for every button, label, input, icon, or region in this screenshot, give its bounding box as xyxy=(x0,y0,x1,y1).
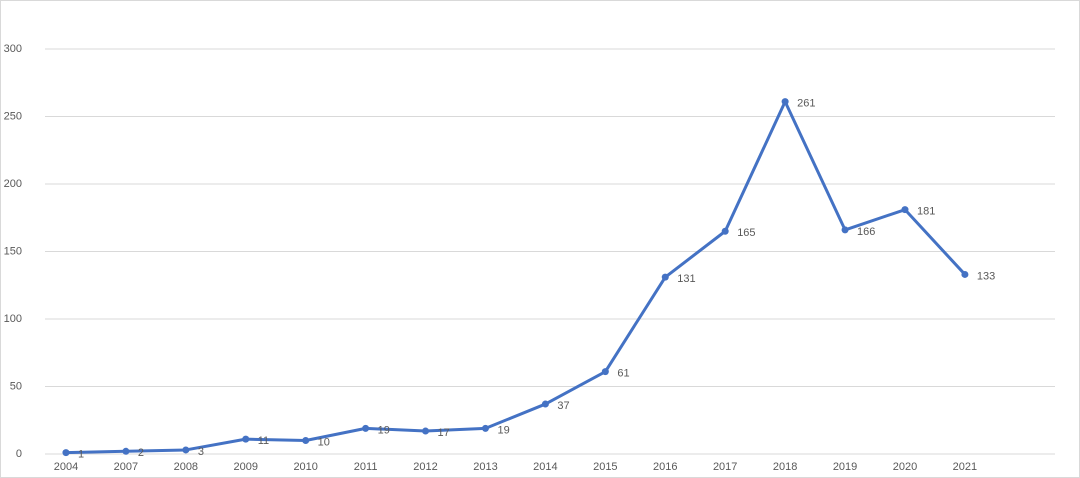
data-label: 37 xyxy=(557,400,569,412)
x-tick-label: 2016 xyxy=(653,461,677,473)
data-label: 10 xyxy=(318,436,330,448)
y-tick-label: 150 xyxy=(4,245,22,257)
data-label: 1 xyxy=(78,449,84,461)
data-point xyxy=(62,449,70,457)
y-tick-label: 200 xyxy=(4,178,22,190)
data-point xyxy=(422,427,430,435)
data-point xyxy=(122,447,130,455)
data-label: 3 xyxy=(198,446,204,458)
x-tick-label: 2018 xyxy=(773,461,797,473)
data-point xyxy=(901,206,909,214)
x-tick-label: 2014 xyxy=(533,461,557,473)
data-point xyxy=(481,424,489,432)
y-tick-label: 100 xyxy=(4,313,22,325)
y-tick-label: 250 xyxy=(4,110,22,122)
data-label: 19 xyxy=(497,424,509,436)
data-point xyxy=(182,446,190,454)
data-point xyxy=(721,227,729,235)
data-point xyxy=(362,424,370,432)
data-point xyxy=(841,226,849,234)
y-tick-label: 300 xyxy=(4,43,22,55)
data-label: 131 xyxy=(677,273,695,285)
data-label: 61 xyxy=(617,368,629,380)
data-point xyxy=(961,270,969,278)
x-tick-label: 2019 xyxy=(833,461,857,473)
x-tick-label: 2007 xyxy=(114,461,138,473)
x-tick-label: 2008 xyxy=(174,461,198,473)
x-tick-label: 2011 xyxy=(354,461,378,473)
data-point xyxy=(781,98,789,106)
x-tick-label: 2017 xyxy=(713,461,737,473)
data-label: 2 xyxy=(138,447,144,459)
x-tick-label: 2004 xyxy=(54,461,78,473)
data-point xyxy=(242,435,250,443)
data-point xyxy=(541,400,549,408)
x-tick-label: 2015 xyxy=(593,461,617,473)
x-tick-label: 2012 xyxy=(413,461,437,473)
y-tick-label: 0 xyxy=(16,448,22,460)
data-label: 133 xyxy=(977,270,995,282)
y-tick-label: 50 xyxy=(10,380,22,392)
data-label: 261 xyxy=(797,98,815,110)
x-tick-label: 2021 xyxy=(953,461,977,473)
data-point xyxy=(661,273,669,281)
x-tick-label: 2020 xyxy=(893,461,917,473)
x-tick-label: 2009 xyxy=(234,461,258,473)
data-label: 166 xyxy=(857,226,875,238)
data-line xyxy=(65,100,967,455)
data-label: 11 xyxy=(258,435,269,447)
x-tick-label: 2010 xyxy=(293,461,317,473)
data-point xyxy=(601,368,609,376)
x-tick-label: 2013 xyxy=(473,461,497,473)
data-label: 181 xyxy=(917,206,935,218)
data-label: 19 xyxy=(378,424,390,436)
data-label: 17 xyxy=(438,427,450,439)
data-label: 165 xyxy=(737,227,755,239)
data-point xyxy=(302,437,310,444)
